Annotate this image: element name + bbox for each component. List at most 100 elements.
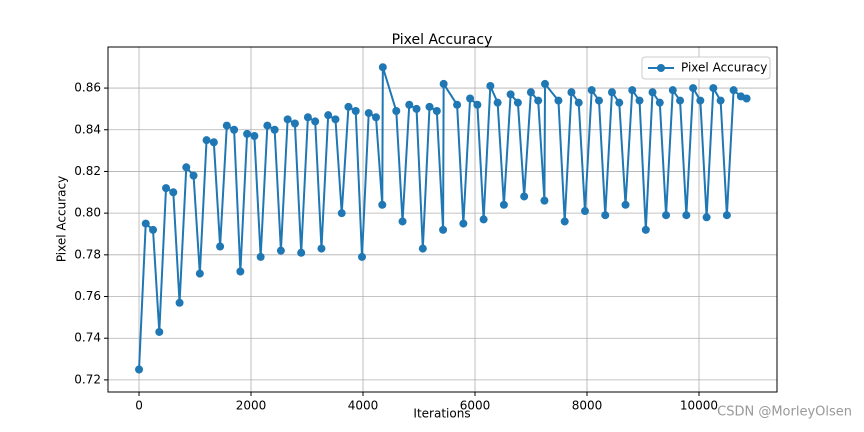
data-point — [337, 209, 346, 218]
data-point — [594, 96, 603, 105]
data-point — [615, 98, 624, 107]
data-point — [486, 81, 495, 90]
data-point — [541, 79, 550, 88]
data-point — [303, 113, 312, 122]
data-point — [668, 86, 677, 95]
data-point — [716, 96, 725, 105]
data-point — [702, 213, 711, 222]
data-point — [405, 100, 414, 109]
data-point — [689, 84, 698, 93]
data-point — [149, 225, 158, 234]
data-point — [587, 86, 596, 95]
data-point — [372, 113, 381, 122]
data-point — [270, 125, 279, 134]
data-point — [580, 207, 589, 216]
data-point — [155, 327, 164, 336]
data-point — [628, 86, 637, 95]
data-point — [453, 100, 462, 109]
data-point — [331, 115, 340, 124]
data-point — [540, 196, 549, 205]
y-axis-label: Pixel Accuracy — [55, 176, 69, 262]
x-tick-label: 8000 — [572, 399, 603, 413]
data-point — [324, 111, 333, 120]
data-point — [526, 88, 535, 97]
data-point — [317, 244, 326, 253]
data-point — [729, 86, 738, 95]
data-point — [222, 121, 231, 130]
data-point — [493, 98, 502, 107]
data-point — [195, 269, 204, 278]
data-point — [283, 115, 292, 124]
legend: Pixel Accuracy — [641, 56, 771, 80]
y-tick-label: 0.80 — [74, 206, 101, 220]
data-point — [479, 215, 488, 224]
y-tick-label: 0.76 — [74, 289, 101, 303]
data-point — [263, 121, 272, 130]
data-point — [676, 96, 685, 105]
data-point — [520, 192, 529, 201]
data-point — [439, 79, 448, 88]
data-point — [412, 104, 421, 113]
data-point — [276, 246, 285, 255]
data-point — [641, 225, 650, 234]
data-point — [662, 211, 671, 220]
x-tick-label: 6000 — [460, 399, 491, 413]
data-point — [162, 184, 171, 193]
data-point — [560, 217, 569, 226]
data-point — [256, 252, 265, 261]
data-point — [607, 88, 616, 97]
data-point — [351, 106, 360, 115]
x-tick-label: 4000 — [348, 399, 379, 413]
data-point — [216, 242, 225, 251]
plot-frame — [107, 46, 778, 393]
data-point — [175, 298, 184, 307]
data-point — [378, 63, 387, 72]
data-point — [534, 96, 543, 105]
data-point — [439, 225, 448, 234]
data-point — [466, 94, 475, 103]
data-point — [358, 252, 367, 261]
data-point — [499, 200, 508, 209]
data-point — [418, 244, 427, 253]
data-point — [311, 117, 320, 126]
legend-label: Pixel Accuracy — [681, 61, 767, 75]
data-point — [513, 98, 522, 107]
data-point — [182, 163, 191, 172]
data-point — [378, 200, 387, 209]
data-point — [648, 88, 657, 97]
data-point — [169, 188, 178, 197]
data-point — [432, 106, 441, 115]
data-point — [621, 200, 630, 209]
data-point — [392, 106, 401, 115]
data-point — [635, 96, 644, 105]
x-tick-label: 2000 — [236, 399, 267, 413]
data-point — [297, 248, 306, 257]
legend-frame — [641, 56, 771, 80]
legend-marker — [657, 64, 665, 72]
data-point — [473, 100, 482, 109]
y-tick-label: 0.82 — [74, 164, 101, 178]
data-point — [189, 171, 198, 180]
data-point — [209, 138, 218, 147]
data-point — [236, 267, 245, 276]
y-tick-label: 0.84 — [74, 122, 101, 136]
data-point — [364, 109, 373, 118]
watermark: CSDN @MorleyOlsen — [717, 405, 852, 420]
data-point — [554, 96, 563, 105]
series-line — [138, 66, 747, 370]
x-tick-label: 0 — [135, 399, 143, 413]
data-point — [459, 219, 468, 228]
data-point — [655, 98, 664, 107]
data-point — [709, 84, 718, 93]
y-tick-label: 0.78 — [74, 247, 101, 261]
x-tick-label: 10000 — [680, 399, 718, 413]
data-point — [574, 98, 583, 107]
chart-title: Pixel Accuracy — [392, 32, 493, 48]
data-point — [398, 217, 407, 226]
data-point — [722, 211, 731, 220]
data-point — [696, 96, 705, 105]
x-axis-label: Iterations — [413, 407, 470, 421]
data-point — [506, 90, 515, 99]
y-tick-label: 0.74 — [74, 331, 101, 345]
